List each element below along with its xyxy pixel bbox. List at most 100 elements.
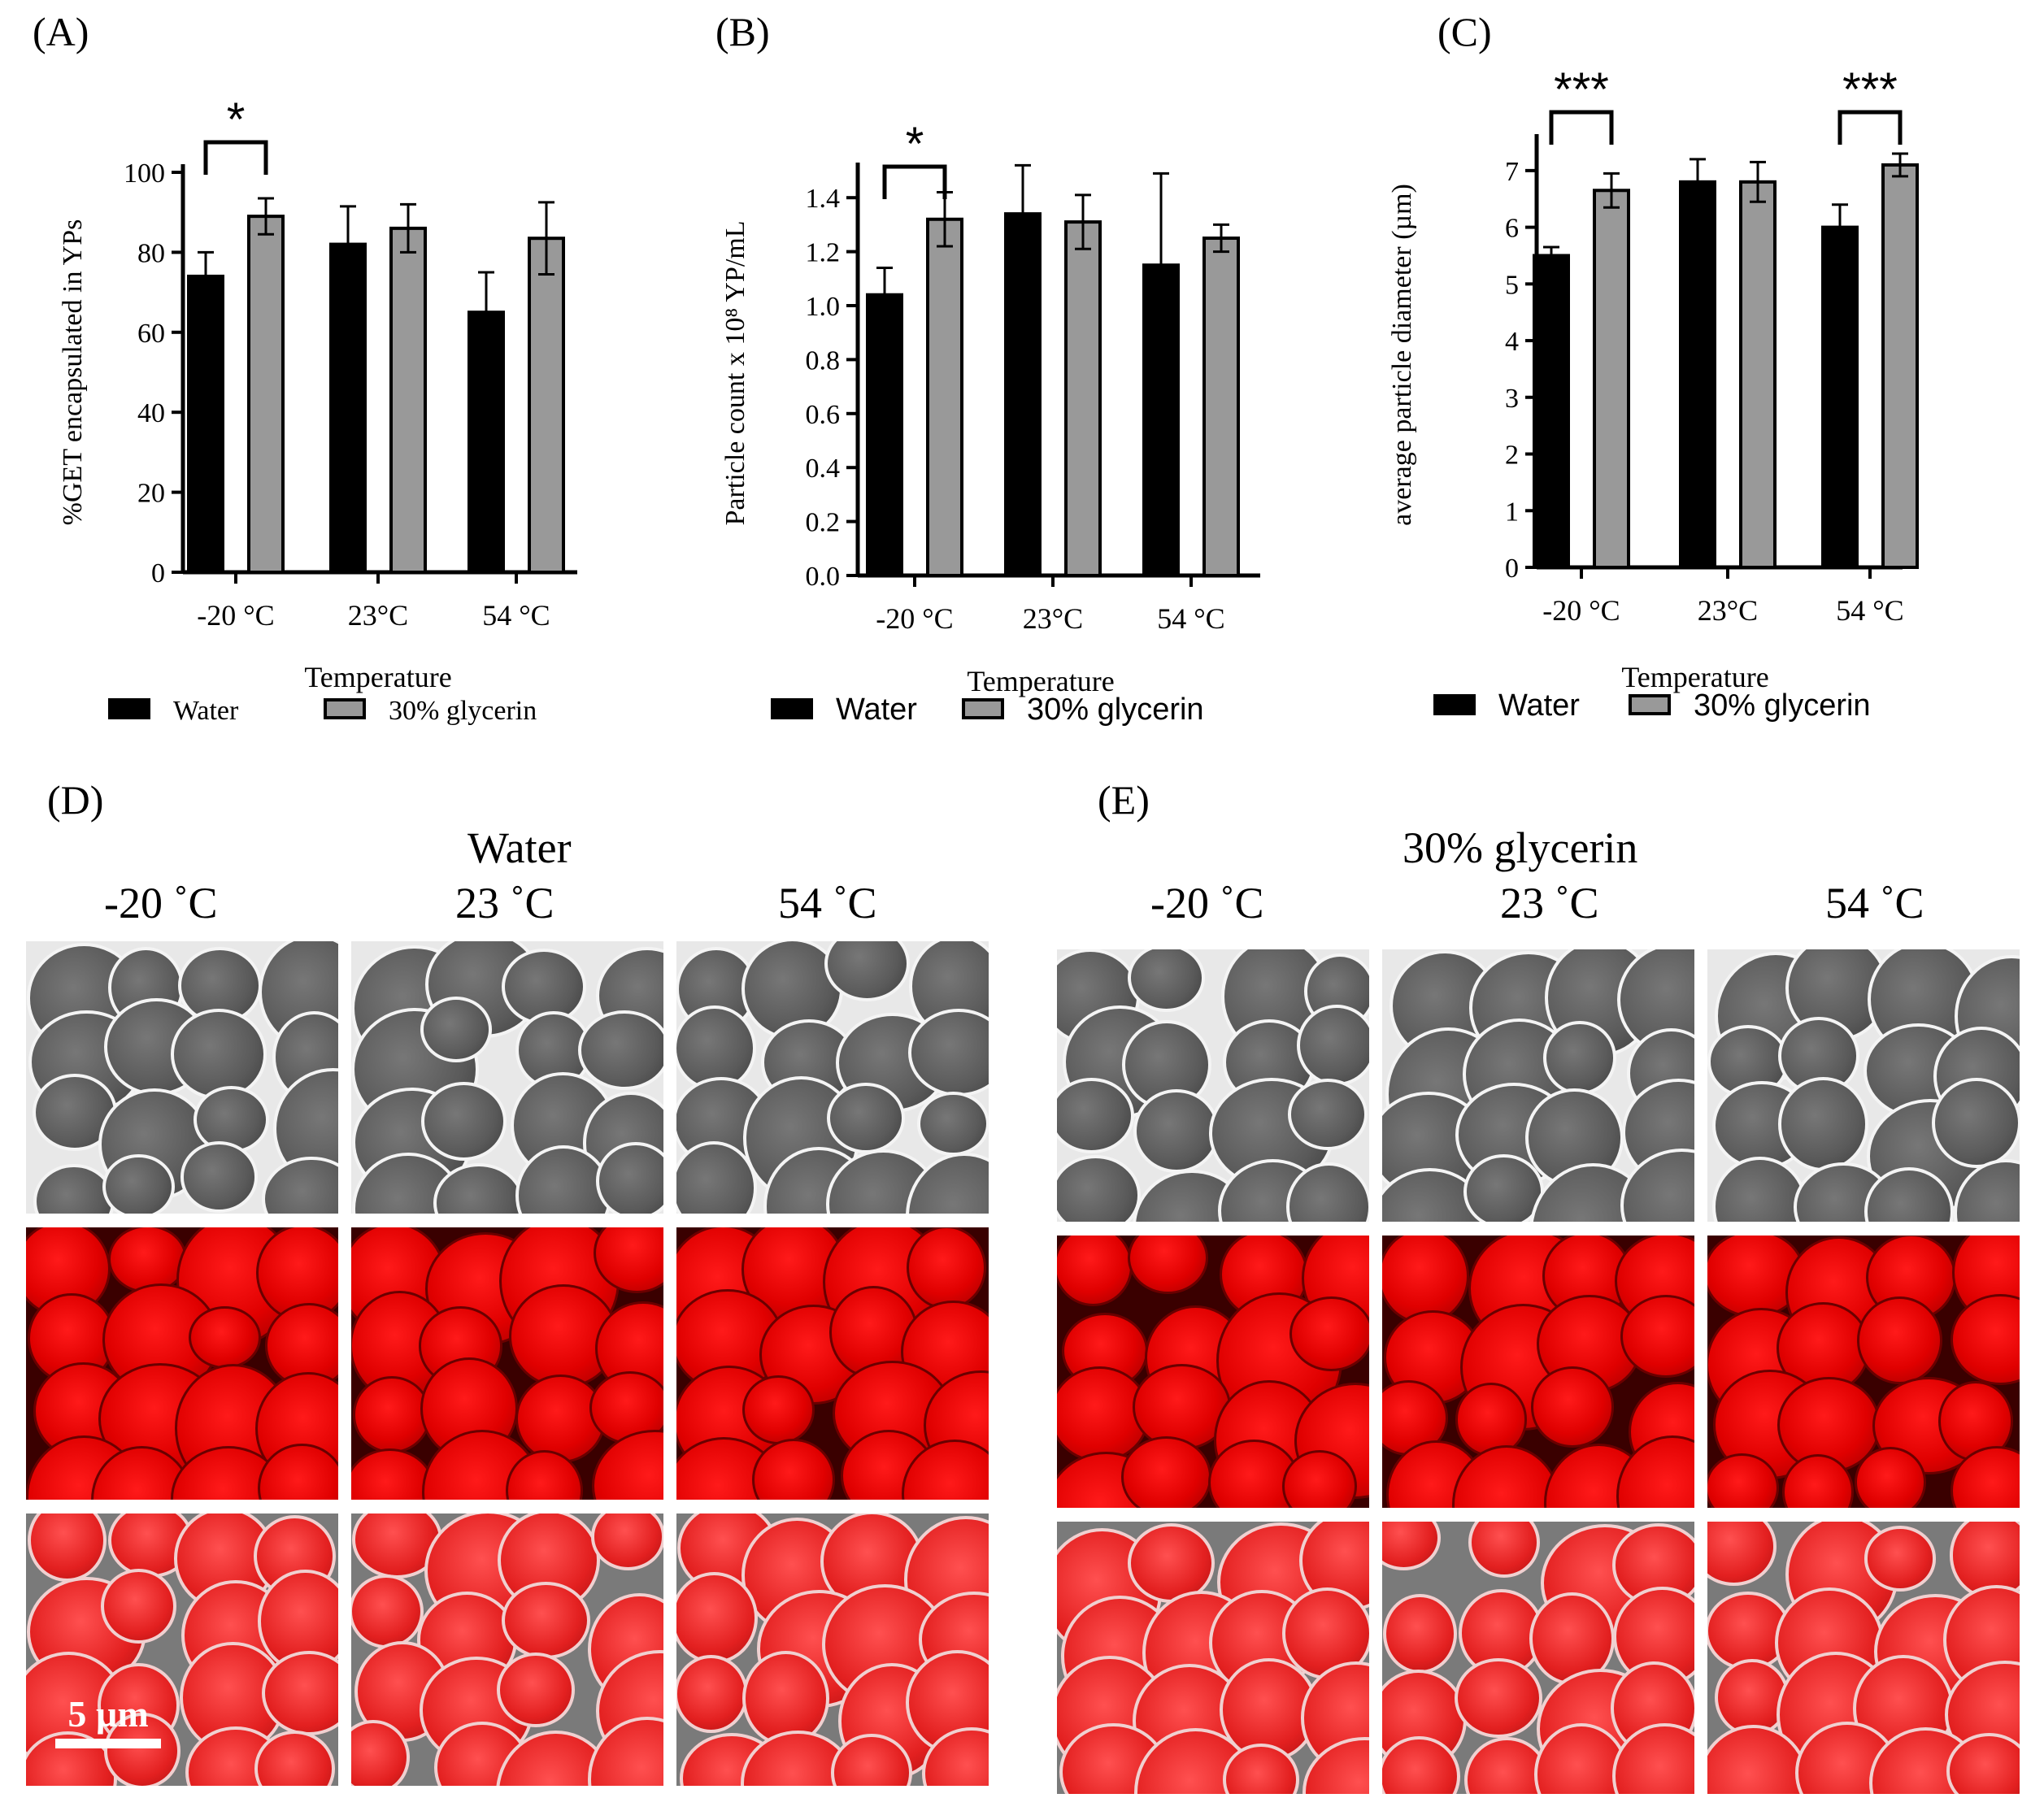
chart-a-svg: 0 20 40 60 80 100 %GET encapsulated in YPs -20 … — [58, 93, 577, 726]
yeast-particle — [1289, 1296, 1369, 1372]
significance-label: * — [227, 93, 246, 146]
yeast-particle — [100, 1569, 177, 1644]
glycerin-col-1-label: -20 ˚C — [1150, 879, 1264, 927]
legend-swatch — [1629, 694, 1671, 715]
x-axis-label: Temperature — [1621, 661, 1768, 693]
y-axis-label: Particle count x 10⁸ YP/mL — [720, 220, 750, 525]
panel-label-d: (D) — [47, 777, 104, 823]
bar-glycerin — [926, 217, 963, 577]
yeast-particle — [1543, 1021, 1616, 1096]
yeast-particle — [1455, 1382, 1528, 1457]
x-axis-label: Temperature — [967, 665, 1114, 697]
yeast-particle — [351, 1574, 424, 1648]
panel-label-e: (E) — [1098, 777, 1150, 823]
glycerin-col-3-label: 54 ˚C — [1825, 879, 1924, 927]
y-tick-label: 0 — [1505, 554, 1519, 584]
yeast-particle — [515, 1145, 611, 1214]
legend-swatch — [962, 698, 1004, 719]
water-col-3-label: 54 ˚C — [778, 879, 877, 927]
x-tick-label: -20 °C — [876, 602, 953, 635]
yeast-particle — [420, 997, 493, 1063]
legend-label: Water — [1498, 688, 1580, 723]
yeast-particle — [351, 1720, 410, 1786]
yeast-particle — [1620, 1295, 1694, 1379]
y-tick-label: 3 — [1505, 384, 1519, 414]
yeast-particle — [1382, 1522, 1441, 1570]
yeast-particle — [1854, 1447, 1926, 1508]
micrograph-image — [1057, 1236, 1369, 1508]
micrograph-image — [1707, 1236, 2020, 1508]
micrograph-image — [1707, 949, 2020, 1222]
yeast-particle — [1777, 1076, 1869, 1171]
bar-water — [1004, 212, 1042, 577]
micrograph-row — [1057, 949, 2020, 1222]
yeast-particle — [1281, 1449, 1358, 1508]
yeast-particle — [1530, 1366, 1614, 1448]
bar-glycerin — [247, 215, 285, 574]
y-tick-label: 5 — [1505, 270, 1519, 300]
micrograph-row — [1057, 1522, 2020, 1794]
bar-water — [329, 242, 367, 574]
yeast-particle — [1297, 1005, 1369, 1087]
x-tick-label: 54 °C — [1836, 594, 1903, 627]
y-tick-label: 1.2 — [806, 238, 841, 268]
y-axis-label: %GET encapsulated in YPs — [58, 219, 88, 526]
y-tick-label: 80 — [137, 238, 165, 268]
yeast-particle — [1128, 949, 1206, 1012]
x-tick-label: 54 °C — [1157, 602, 1224, 635]
y-tick-label: 0.0 — [806, 562, 841, 592]
legend-swatch — [771, 698, 813, 719]
yeast-particle — [1133, 1088, 1220, 1174]
yeast-particle — [262, 1156, 338, 1214]
micrograph-row — [26, 941, 989, 1214]
micrograph-image — [676, 941, 989, 1214]
x-tick-label: 23°C — [1698, 594, 1758, 627]
yeast-particle — [1616, 1435, 1694, 1508]
yeast-particle — [1382, 1236, 1469, 1324]
yeast-particle — [1707, 1522, 1777, 1586]
micrograph-image — [1382, 949, 1694, 1222]
scale-bar: 5 µm — [55, 1692, 161, 1793]
x-tick-label: 23°C — [1023, 602, 1083, 635]
micrograph-image — [1707, 1522, 2020, 1794]
x-tick-label: 54 °C — [482, 599, 550, 632]
yeast-particle — [1057, 1155, 1142, 1222]
y-tick-label: 0.2 — [806, 508, 841, 538]
legend-label: Water — [173, 696, 239, 726]
yeast-particle — [741, 1651, 829, 1746]
y-tick-label: 2 — [1505, 441, 1519, 471]
micrograph-image — [26, 941, 338, 1214]
legend-swatch — [324, 698, 366, 719]
micrograph-image — [1382, 1236, 1694, 1508]
yeast-particle — [578, 1010, 663, 1090]
chart-c-svg: 0 1 2 3 4 5 6 7 average particle diameter (µm) -2… — [1387, 63, 1919, 723]
significance-label: * — [906, 118, 924, 171]
micrograph-image — [676, 1227, 989, 1500]
bar-water — [1533, 254, 1570, 569]
significance-bracket — [1837, 110, 1903, 145]
yeast-particle — [592, 1429, 663, 1500]
yeast-particle — [827, 1082, 906, 1154]
yeast-particle — [1707, 1453, 1779, 1508]
yeast-particle — [502, 1582, 591, 1660]
y-tick-label: 0.6 — [806, 400, 841, 430]
bar-glycerin — [528, 237, 565, 574]
yeast-particle — [1282, 1587, 1369, 1679]
bar-water — [187, 274, 224, 574]
yeast-particle — [1454, 1657, 1542, 1739]
micrograph-image — [351, 1227, 663, 1500]
yeast-particle — [1946, 1733, 2020, 1794]
bar-glycerin — [1881, 163, 1919, 569]
chart-a: 0 20 40 60 80 100 %GET encapsulated in YPs -20 … — [0, 0, 675, 760]
micrograph-image — [26, 1227, 338, 1500]
significance-bracket — [1549, 110, 1614, 145]
significance-bracket — [203, 140, 268, 175]
bar-glycerin — [1739, 180, 1777, 570]
legend-swatch — [1433, 694, 1476, 715]
y-tick-label: 4 — [1505, 327, 1519, 357]
yeast-particle — [108, 1227, 187, 1293]
bar-water — [866, 293, 903, 577]
micrograph-image — [26, 1514, 338, 1786]
bar-glycerin — [1202, 237, 1240, 577]
yeast-particle — [1127, 1236, 1208, 1294]
